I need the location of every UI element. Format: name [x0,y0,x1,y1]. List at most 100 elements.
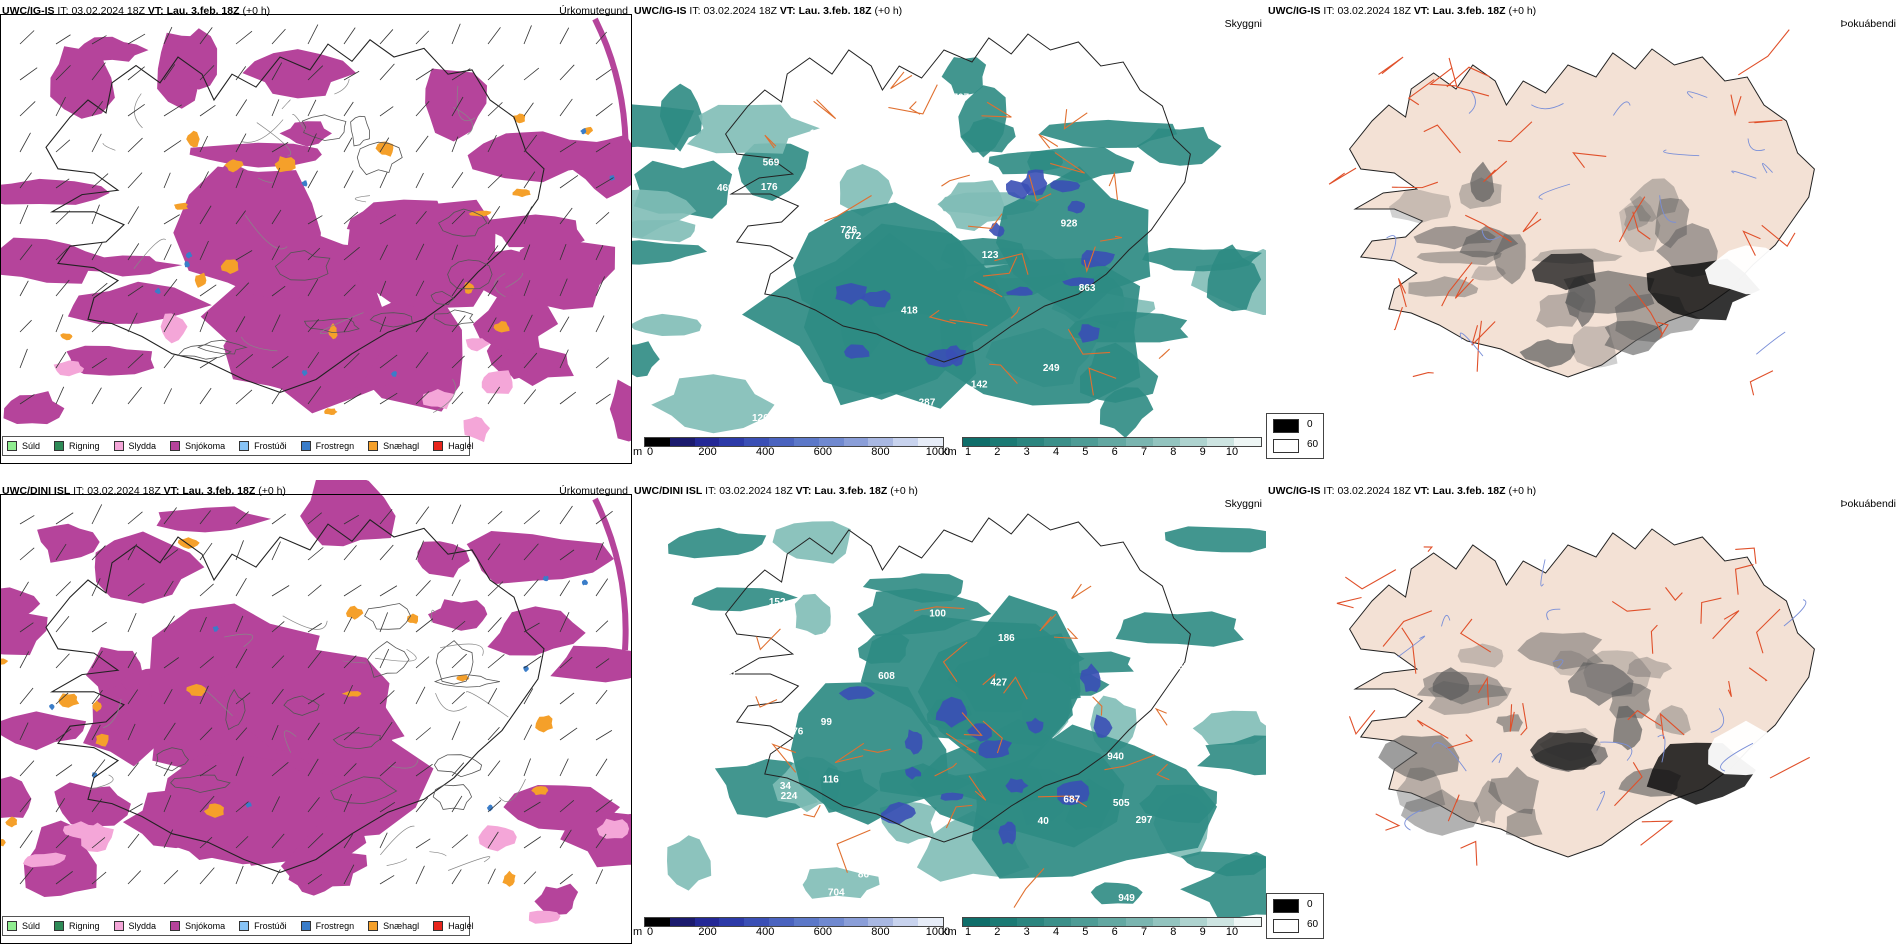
fog-legend-swatch [1273,439,1299,453]
graupel-area [194,272,207,288]
visibility-km-area [691,587,798,612]
colorbar-tick: 4 [1052,926,1060,938]
visibility-km-area [1142,247,1262,272]
visibility-m-area [1025,717,1044,734]
wind-barb [487,581,504,597]
wind-barb [91,387,102,405]
wind-barb [307,99,317,117]
visibility-value-label: 687 [1063,794,1080,805]
wind-barb [451,391,464,405]
visibility-value-label: 704 [828,887,845,898]
wind-barb [595,578,609,597]
domain-edge [592,497,629,651]
wind-barb [271,513,286,525]
colorbar-step [694,438,720,446]
road-line [1063,109,1088,130]
colorbar-tick: 0 [646,446,654,458]
wind-barb [235,865,244,885]
visibility-km-area [857,588,992,637]
road-line [981,101,1012,118]
wind-barb [163,829,174,849]
visibility-value-label: 21 [912,89,924,100]
legend-label: Haglél [448,441,474,451]
wind-barb [343,655,357,669]
wind-barb [343,284,356,297]
wind-barb [451,23,461,45]
wind-barb [451,171,464,189]
fog-indicator-area [1413,226,1496,250]
wind-barb [127,206,140,225]
colorbar-step [793,918,819,926]
wind-barb [523,206,533,225]
wind-barb [235,282,250,297]
legend-label: Snjókoma [185,921,226,931]
wind-barb [163,244,172,261]
fog-legend: 0 60 [1266,413,1324,459]
glacier-outline [435,640,474,685]
visibility-value-label: 224 [781,791,798,802]
panel-header: UWC/DINI ISL IT: 03.02.2024 18Z VT: Lau.… [2,485,286,497]
wind-barb [415,580,431,597]
snow-area [37,523,100,563]
river-line [1600,741,1633,761]
colorbar-step [769,438,794,446]
valid-time: Lau. 3.feb. 18Z [1432,5,1506,17]
wind-barb [595,689,608,705]
fog-indicator-area [1624,205,1652,232]
legend-swatch [54,441,65,451]
visibility-value-label: 505 [1113,798,1130,809]
wind-barb [487,687,498,705]
wind-barb [451,244,458,261]
visibility-value-label: 142 [1176,699,1193,710]
wind-barb [55,65,71,81]
sleet-area [81,822,114,852]
visibility-value-label: 126 [752,413,769,424]
road-line [1769,756,1810,779]
wind-barb [415,656,430,669]
panel-title: Þokuábendi [1840,498,1896,510]
wind-barb [199,583,214,597]
sleet-area [465,338,491,352]
snow-area [279,121,332,147]
river-line [1747,138,1765,152]
road-line [1761,224,1796,247]
snow-area [300,480,396,547]
road-line [1476,320,1482,372]
visibility-km-area [1192,710,1266,745]
wind-barb [523,25,532,45]
freezing-rain-area [542,575,549,582]
glacier-outline [430,291,455,306]
wind-barb [271,167,281,189]
visibility-m-area [881,801,916,825]
wind-barb [271,99,280,117]
visibility-km-area [686,104,820,154]
road-line [282,615,328,630]
road-line [1382,610,1433,647]
river-line [1538,183,1571,200]
visibility-km-area [1099,387,1154,438]
precip-layer [0,14,632,464]
road-line [803,805,821,818]
river-line [1404,809,1422,831]
wind-barb [271,245,280,261]
road-line [968,213,1003,229]
river-line [1481,230,1501,241]
wind-barb [415,316,428,333]
wind-barb [91,62,106,81]
colorbar-step [990,918,1018,926]
river-line [1552,659,1564,669]
fog-legend-label: 60 [1307,439,1319,450]
glacier-area [1708,720,1786,776]
wind-barb [415,30,430,45]
wind-barb [379,648,390,669]
wind-barb [379,354,398,369]
road-line [1749,370,1774,396]
wind-barb [379,832,388,849]
visibility-value-label: 40 [1038,816,1050,827]
wind-barb [523,688,534,705]
wind-barb [451,691,465,705]
fog-indicator-area [1552,650,1593,676]
wind-barb [307,547,324,561]
colorbar-tick: 8 [1170,926,1177,938]
visibility-value-label: 952 [715,888,732,899]
